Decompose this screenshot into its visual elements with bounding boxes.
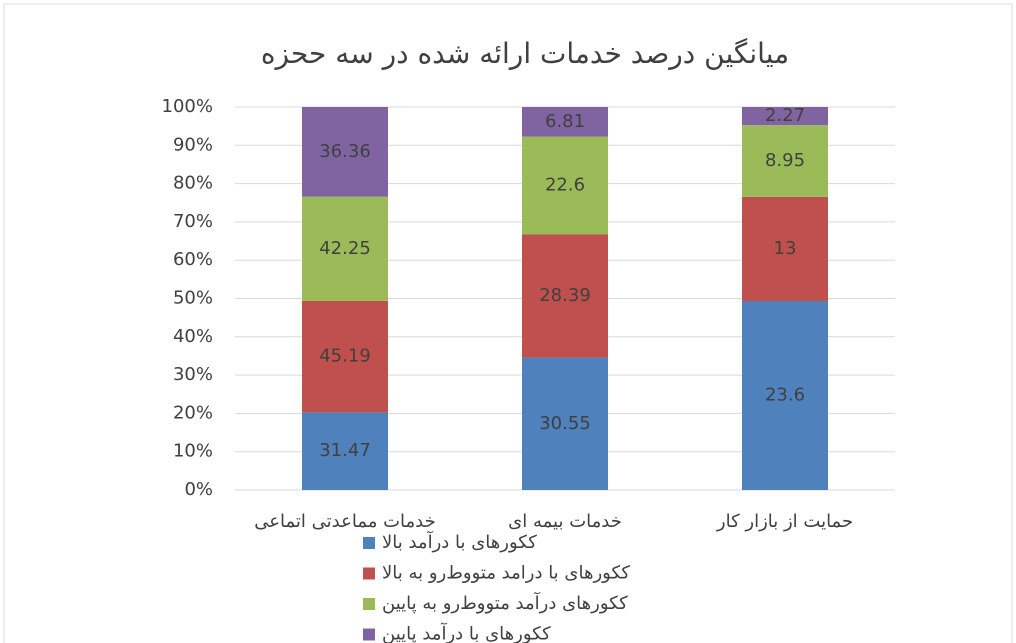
chart-title: میانگین درصد خدمات ارائه شده در سه ححزه	[261, 37, 789, 70]
legend-label: ککورهای با درامد متووط‌رو به بالا	[382, 563, 630, 584]
x-tick-label: خدمات بیمه ای	[508, 511, 622, 532]
y-tick-label: 40%	[173, 326, 213, 347]
data-label: 31.47	[319, 440, 371, 461]
legend-swatch	[363, 629, 375, 641]
data-label: 28.39	[539, 285, 591, 306]
legend-swatch	[363, 537, 375, 549]
data-label: 22.6	[545, 175, 585, 196]
y-tick-label: 10%	[173, 441, 213, 462]
x-tick-label: حمایت از بازار کار	[716, 511, 853, 532]
legend-label: ککورهای درآمد متووط‌رو به پایین	[382, 591, 628, 614]
legend-label: ککورهای با درآمد بالا	[382, 530, 537, 553]
data-label: 13	[774, 238, 797, 259]
data-label: 42.25	[319, 238, 371, 259]
data-label: 23.6	[765, 384, 805, 405]
y-tick-label: 60%	[173, 249, 213, 270]
legend-swatch	[363, 598, 375, 610]
y-tick-label: 20%	[173, 402, 213, 423]
data-label: 2.27	[765, 105, 805, 126]
y-tick-label: 90%	[173, 134, 213, 155]
data-label: 36.36	[319, 141, 371, 162]
legend-swatch	[363, 568, 375, 580]
data-label: 6.81	[545, 111, 585, 132]
y-tick-label: 100%	[162, 96, 213, 117]
legend-label: ککورهای با درآمد پایین	[382, 622, 551, 643]
x-tick-label: خدمات مماعدتی اتماعی	[254, 511, 435, 532]
y-tick-label: 0%	[184, 479, 213, 500]
data-label: 45.19	[319, 346, 371, 367]
y-tick-label: 50%	[173, 288, 213, 309]
y-tick-label: 80%	[173, 173, 213, 194]
data-label: 30.55	[539, 413, 591, 434]
y-tick-label: 30%	[173, 364, 213, 385]
y-tick-label: 70%	[173, 211, 213, 232]
data-label: 8.95	[765, 150, 805, 171]
chart: میانگین درصد خدمات ارائه شده در سه ححزه …	[0, 0, 1016, 643]
